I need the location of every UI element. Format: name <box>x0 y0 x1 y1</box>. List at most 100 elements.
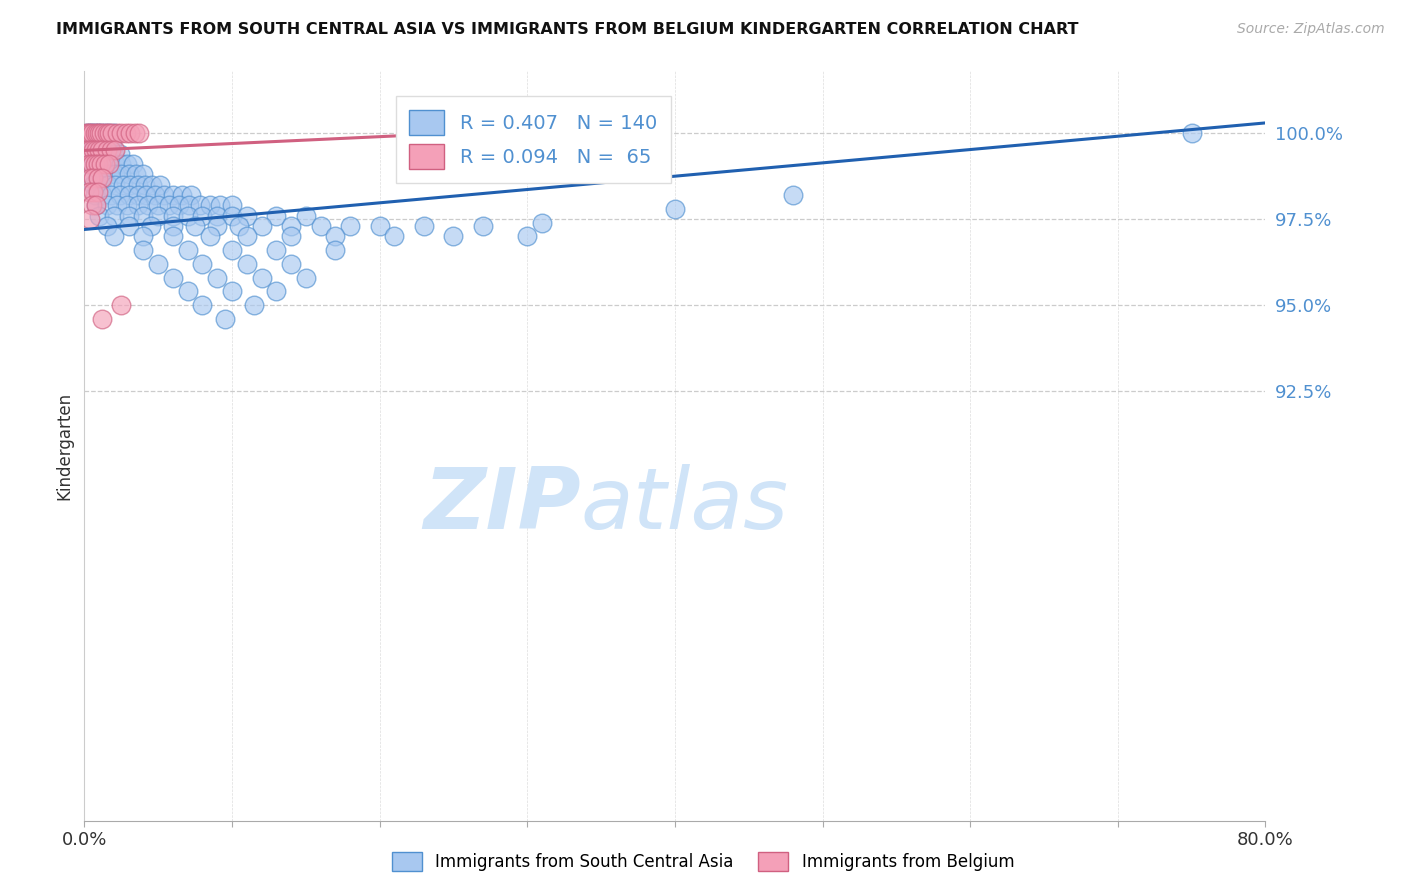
Point <box>179 198 201 212</box>
Point <box>90 157 112 171</box>
Point <box>266 285 288 299</box>
Point <box>148 209 170 223</box>
Point <box>114 126 136 140</box>
Point <box>280 229 302 244</box>
Point <box>115 198 138 212</box>
Legend: R = 0.407   N = 140, R = 0.094   N =  65: R = 0.407 N = 140, R = 0.094 N = 65 <box>395 96 671 183</box>
Point <box>79 126 101 140</box>
Text: ZIP: ZIP <box>423 465 581 548</box>
Point <box>83 157 105 171</box>
Point <box>86 126 108 140</box>
Point <box>266 243 288 257</box>
Point <box>148 257 170 271</box>
Point <box>110 168 132 182</box>
Text: Source: ZipAtlas.com: Source: ZipAtlas.com <box>1237 22 1385 37</box>
Point <box>221 209 243 223</box>
Point <box>103 146 125 161</box>
Point <box>132 168 155 182</box>
Point <box>214 311 236 326</box>
Point <box>132 243 155 257</box>
Point <box>91 188 114 202</box>
Point <box>86 185 108 199</box>
Point <box>96 219 118 233</box>
Point <box>76 126 98 140</box>
Point <box>82 178 104 192</box>
Point <box>118 209 141 223</box>
Point <box>118 188 141 202</box>
Point <box>79 144 101 158</box>
Point <box>157 198 180 212</box>
Point <box>77 185 100 199</box>
Point <box>98 157 121 171</box>
Point <box>94 126 117 140</box>
Point <box>236 257 259 271</box>
Point <box>122 157 145 171</box>
Point <box>86 170 108 185</box>
Point <box>167 198 190 212</box>
Point <box>191 257 214 271</box>
Point <box>77 126 100 140</box>
Point <box>76 144 98 158</box>
Point <box>221 243 243 257</box>
Point <box>105 198 128 212</box>
Point <box>105 126 128 140</box>
Point <box>207 270 229 285</box>
Point <box>101 136 124 151</box>
Point <box>128 126 150 140</box>
Point <box>149 178 172 192</box>
Point <box>184 219 207 233</box>
Point <box>280 219 302 233</box>
Point <box>90 146 112 161</box>
Point <box>87 157 111 171</box>
Point <box>124 126 146 140</box>
Point <box>1181 126 1204 140</box>
Point <box>103 209 125 223</box>
Point <box>198 198 221 212</box>
Point <box>141 178 163 192</box>
Point <box>94 157 117 171</box>
Point <box>221 285 243 299</box>
Point <box>82 185 104 199</box>
Point <box>93 126 115 140</box>
Point <box>75 126 97 140</box>
Point <box>96 144 118 158</box>
Point <box>198 229 221 244</box>
Point <box>127 178 149 192</box>
Point <box>104 157 127 171</box>
Point <box>83 126 105 140</box>
Point <box>79 136 101 151</box>
Point <box>94 146 117 161</box>
Point <box>83 157 105 171</box>
Point <box>82 126 104 140</box>
Point <box>162 219 184 233</box>
Point <box>115 157 138 171</box>
Point <box>96 126 118 140</box>
Point <box>87 144 111 158</box>
Point <box>80 157 103 171</box>
Point <box>384 229 406 244</box>
Point <box>87 209 111 223</box>
Point <box>207 209 229 223</box>
Point <box>90 126 112 140</box>
Point <box>177 243 200 257</box>
Point <box>110 126 132 140</box>
Point <box>443 229 465 244</box>
Point <box>84 136 107 151</box>
Point <box>139 219 162 233</box>
Point <box>77 146 100 161</box>
Point <box>132 209 155 223</box>
Point <box>162 209 184 223</box>
Point <box>191 209 214 223</box>
Point <box>228 219 250 233</box>
Point <box>108 188 131 202</box>
Point <box>86 146 108 161</box>
Point <box>368 219 391 233</box>
Point <box>84 126 107 140</box>
Point <box>135 188 157 202</box>
Point <box>93 136 115 151</box>
Point <box>127 188 149 202</box>
Point <box>84 198 107 212</box>
Point <box>104 178 127 192</box>
Point <box>93 157 115 171</box>
Point <box>79 170 101 185</box>
